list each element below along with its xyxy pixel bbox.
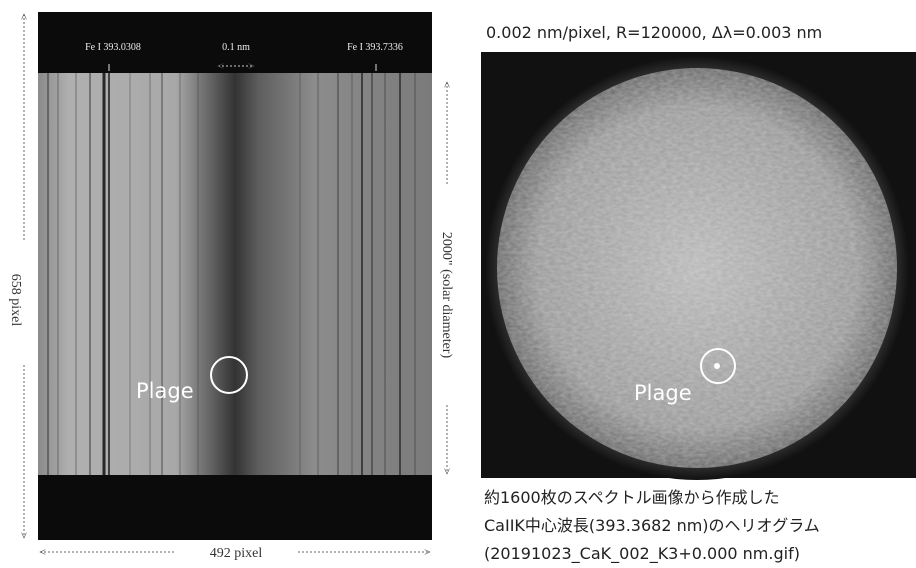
granulation [497, 68, 897, 468]
caption-line: 約1600枚のスペクトル画像から作成した [484, 488, 780, 507]
caption-line: CaIIK中心波長(393.3682 nm)のヘリオグラム [484, 516, 820, 535]
scale-label: 0.1 nm [222, 42, 250, 53]
plage-label: Plage [634, 381, 692, 405]
height-label: 658 pixel [8, 274, 23, 327]
diameter-label: 2000" (solar diameter) [439, 232, 454, 359]
plage [714, 363, 720, 369]
figure: Fe I 393.0308 0.1 nm Fe I 393.7336 Plage… [0, 0, 916, 568]
line-label: Fe I 393.0308 [85, 42, 141, 53]
plage-label: Plage [136, 379, 194, 403]
figure-canvas: Fe I 393.0308 0.1 nm Fe I 393.7336 Plage… [0, 0, 916, 568]
width-label: 492 pixel [210, 546, 263, 561]
spectrum [38, 73, 432, 475]
caption-line: (20191023_CaK_002_K3+0.000 nm.gif) [484, 544, 800, 564]
heliogram-header: 0.002 nm/pixel, R=120000, Δλ=0.003 nm [486, 23, 822, 42]
line-label: Fe I 393.7336 [347, 42, 403, 53]
